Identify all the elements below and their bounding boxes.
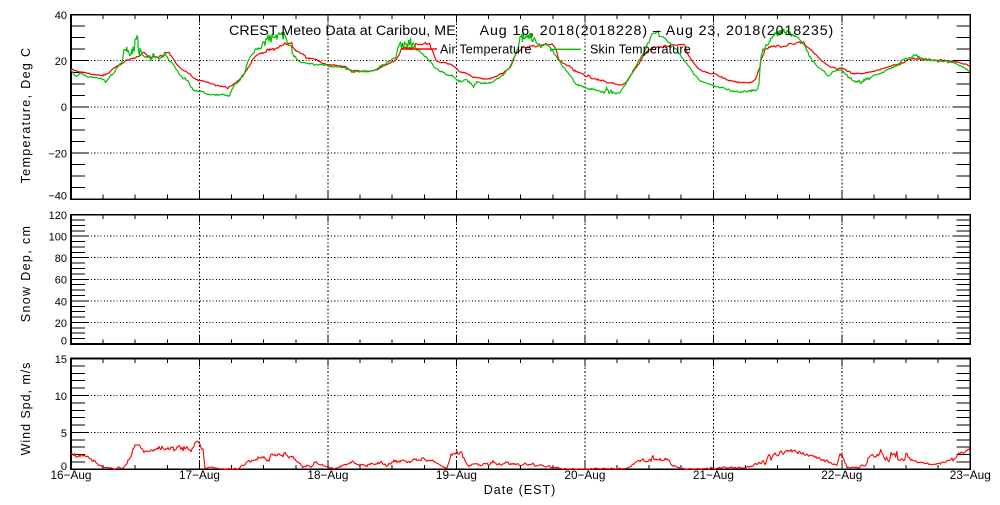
svg-text:80: 80 — [55, 253, 67, 265]
svg-text:20−Aug: 20−Aug — [564, 468, 605, 482]
svg-text:18−Aug: 18−Aug — [307, 468, 348, 482]
svg-text:Date (EST): Date (EST) — [484, 483, 557, 497]
svg-text:0: 0 — [61, 335, 67, 347]
svg-text:Wind Spd, m/s: Wind Spd, m/s — [19, 362, 33, 456]
svg-text:5: 5 — [61, 428, 67, 440]
svg-text:60: 60 — [55, 275, 67, 287]
svg-text:−40: −40 — [48, 191, 67, 203]
svg-text:21−Aug: 21−Aug — [693, 468, 734, 482]
svg-text:10: 10 — [55, 391, 67, 403]
svg-text:0: 0 — [61, 461, 67, 473]
svg-text:20: 20 — [55, 56, 67, 68]
svg-text:Air Temperature: Air Temperature — [440, 43, 532, 57]
svg-text:CREST Meteo Data at Caribou, M: CREST Meteo Data at Caribou, ME — [229, 23, 456, 39]
svg-text:120: 120 — [49, 210, 67, 222]
svg-text:0: 0 — [61, 102, 67, 114]
svg-text:Aug 16, 2018(2018228) – Aug 23: Aug 16, 2018(2018228) – Aug 23, 2018(201… — [480, 23, 835, 39]
svg-text:15: 15 — [55, 354, 67, 366]
svg-text:20: 20 — [55, 318, 67, 330]
svg-text:40: 40 — [55, 10, 67, 22]
svg-text:16−Aug: 16−Aug — [50, 468, 91, 482]
svg-text:19−Aug: 19−Aug — [436, 468, 477, 482]
svg-text:Skin Temperature: Skin Temperature — [590, 43, 691, 57]
svg-text:Temperature, Deg C: Temperature, Deg C — [19, 47, 33, 184]
svg-text:100: 100 — [49, 232, 67, 244]
svg-text:23−Aug: 23−Aug — [950, 468, 991, 482]
svg-text:−20: −20 — [48, 148, 67, 160]
svg-text:17−Aug: 17−Aug — [179, 468, 220, 482]
svg-text:40: 40 — [55, 296, 67, 308]
svg-text:22−Aug: 22−Aug — [821, 468, 862, 482]
svg-text:Snow Dep, cm: Snow Dep, cm — [19, 225, 33, 322]
